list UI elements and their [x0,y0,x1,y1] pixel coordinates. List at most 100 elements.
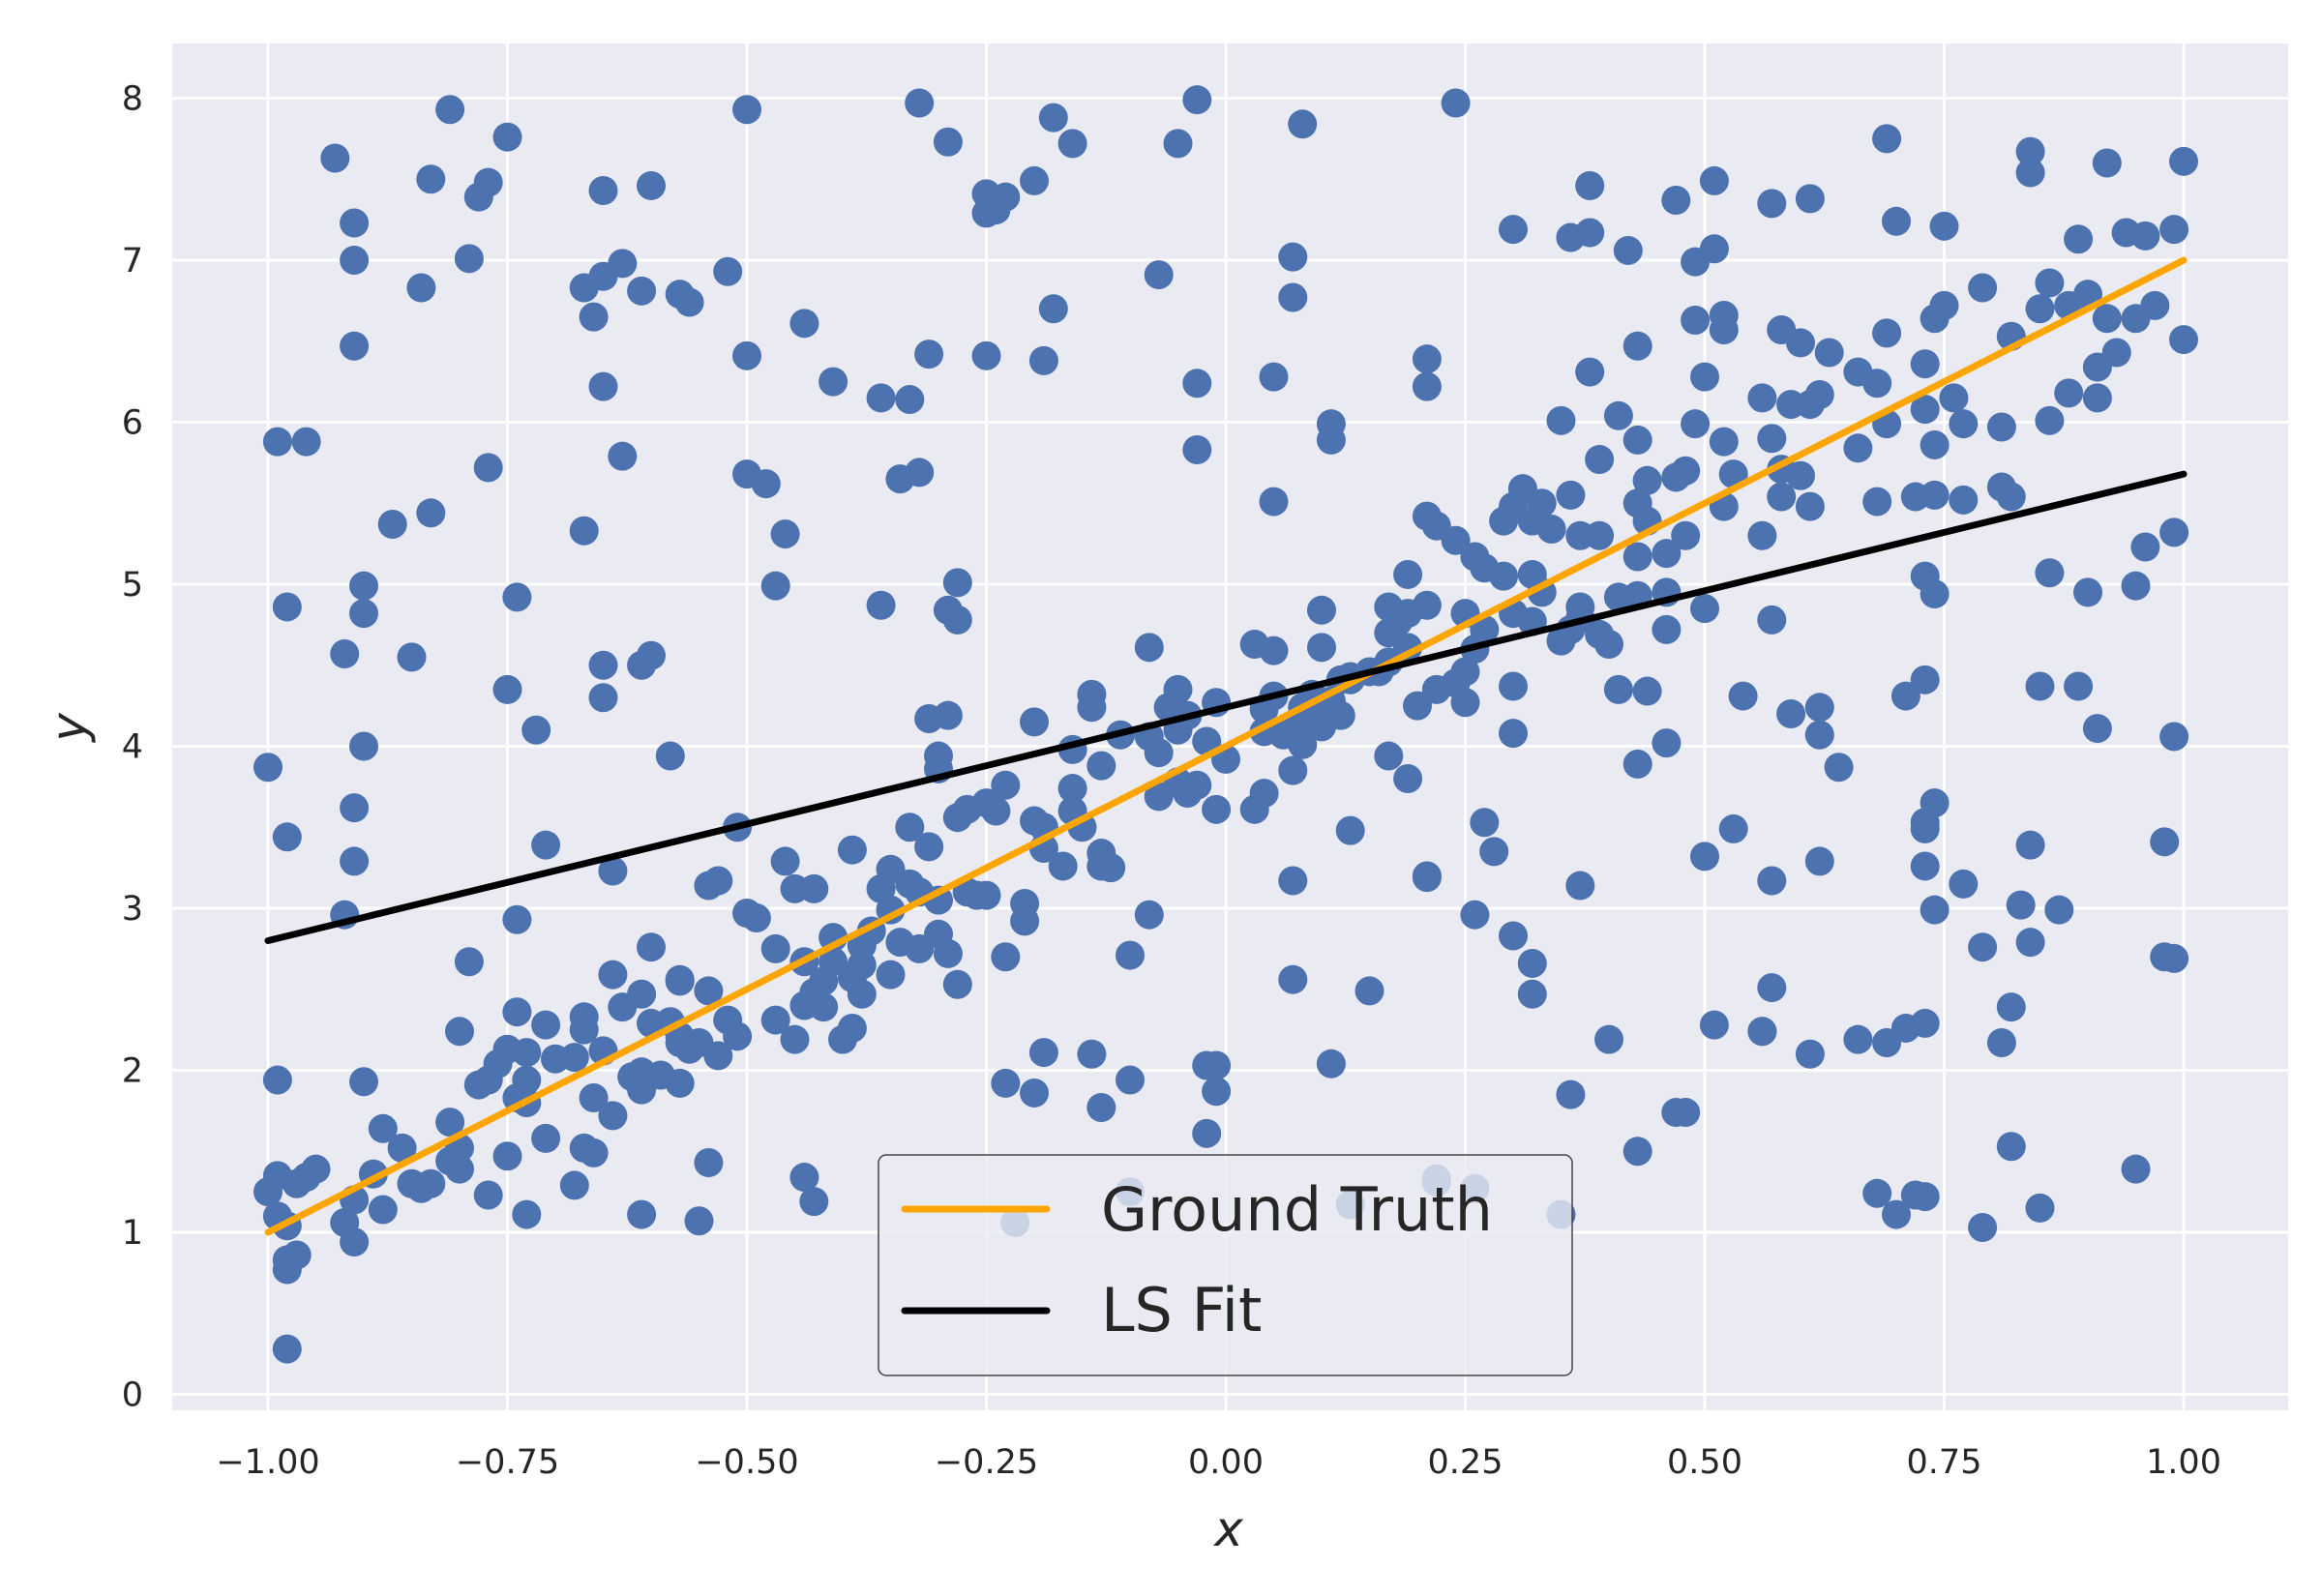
data-point [340,208,370,238]
data-point [1028,345,1058,375]
data-point [1288,109,1318,139]
data-point [789,1163,819,1193]
data-point [1556,1079,1586,1109]
data-point [1795,184,1825,214]
data-point [588,683,618,713]
data-point [320,143,350,173]
scatter-points [253,85,2198,1364]
data-point [665,1068,695,1098]
data-point [1757,973,1787,1003]
data-point [780,1024,810,1054]
data-point [531,1010,561,1040]
ground-truth-line [264,256,2188,1236]
data-point [1202,1077,1232,1107]
data-point [1182,770,1212,800]
data-point [416,164,446,194]
x-tick-label: −0.50 [695,1443,798,1482]
data-point [2015,928,2045,958]
data-point [1622,425,1652,455]
data-point [1182,434,1212,464]
data-point [1786,460,1815,490]
data-point [1499,719,1528,749]
data-point [1585,520,1615,550]
data-point [991,770,1021,800]
data-point [492,122,522,152]
data-point [473,1180,503,1210]
data-point [2092,304,2122,334]
data-point [1949,869,1979,899]
y-tick-label: 7 [122,242,143,281]
data-point [1144,260,1174,290]
data-point [1690,362,1719,392]
x-tick-label: 0.00 [1188,1443,1264,1482]
data-point [1622,542,1652,572]
data-point [799,1187,829,1217]
data-point [1517,948,1547,978]
data-point [330,639,360,669]
data-point [1862,487,1892,517]
data-point [1920,895,1950,925]
data-point [1278,282,1308,312]
data-point [1134,633,1164,663]
data-point [598,856,628,886]
data-point [1681,247,1711,277]
data-point [2159,722,2189,752]
data-point [1671,520,1701,550]
x-tick-label: 0.75 [1907,1443,1982,1482]
data-point [866,590,896,620]
data-point [1412,371,1442,401]
data-point [1890,681,1920,711]
data-point [2064,671,2094,701]
data-point [291,1163,321,1193]
data-point [1325,700,1355,730]
data-point [1929,290,1959,320]
data-point [416,1168,446,1198]
data-point [703,1041,733,1071]
data-point [2035,405,2065,435]
data-point [760,1005,790,1035]
data-point [588,371,618,401]
data-point [1622,488,1652,518]
data-point [1747,520,1777,550]
data-point [799,873,829,903]
data-point [2169,325,2198,355]
x-tick-label: −0.25 [935,1443,1038,1482]
y-tick-label: 4 [122,728,143,767]
data-point [1307,633,1336,663]
data-point [1441,88,1471,118]
data-point [1202,1050,1232,1080]
legend-ls-fit-label: LS Fit [1101,1275,1262,1345]
data-point [579,1082,609,1112]
data-point [1804,720,1834,750]
data-point [1479,837,1509,867]
data-point [1575,357,1605,387]
data-point [837,1013,867,1043]
data-point [684,1206,714,1236]
data-point [627,979,657,1009]
data-point [1872,124,1902,154]
data-point [1910,851,1940,881]
data-point [1757,605,1787,635]
data-point [905,88,935,118]
data-point [1010,888,1040,918]
data-point [1096,853,1126,883]
data-point [924,741,953,771]
data-point [770,846,800,876]
data-point [272,592,302,622]
data-point [1920,429,1950,459]
data-point [895,813,925,842]
data-point [1910,395,1940,425]
data-point [1718,813,1748,843]
data-point [1316,425,1346,455]
data-point [1804,846,1834,876]
data-point [1393,559,1423,589]
data-point [1681,305,1711,335]
data-point [760,933,790,963]
data-point [760,571,790,601]
data-point [1499,215,1528,245]
data-point [1134,900,1164,930]
data-point [1182,85,1212,115]
data-point [502,997,532,1027]
data-point [1843,433,1873,463]
